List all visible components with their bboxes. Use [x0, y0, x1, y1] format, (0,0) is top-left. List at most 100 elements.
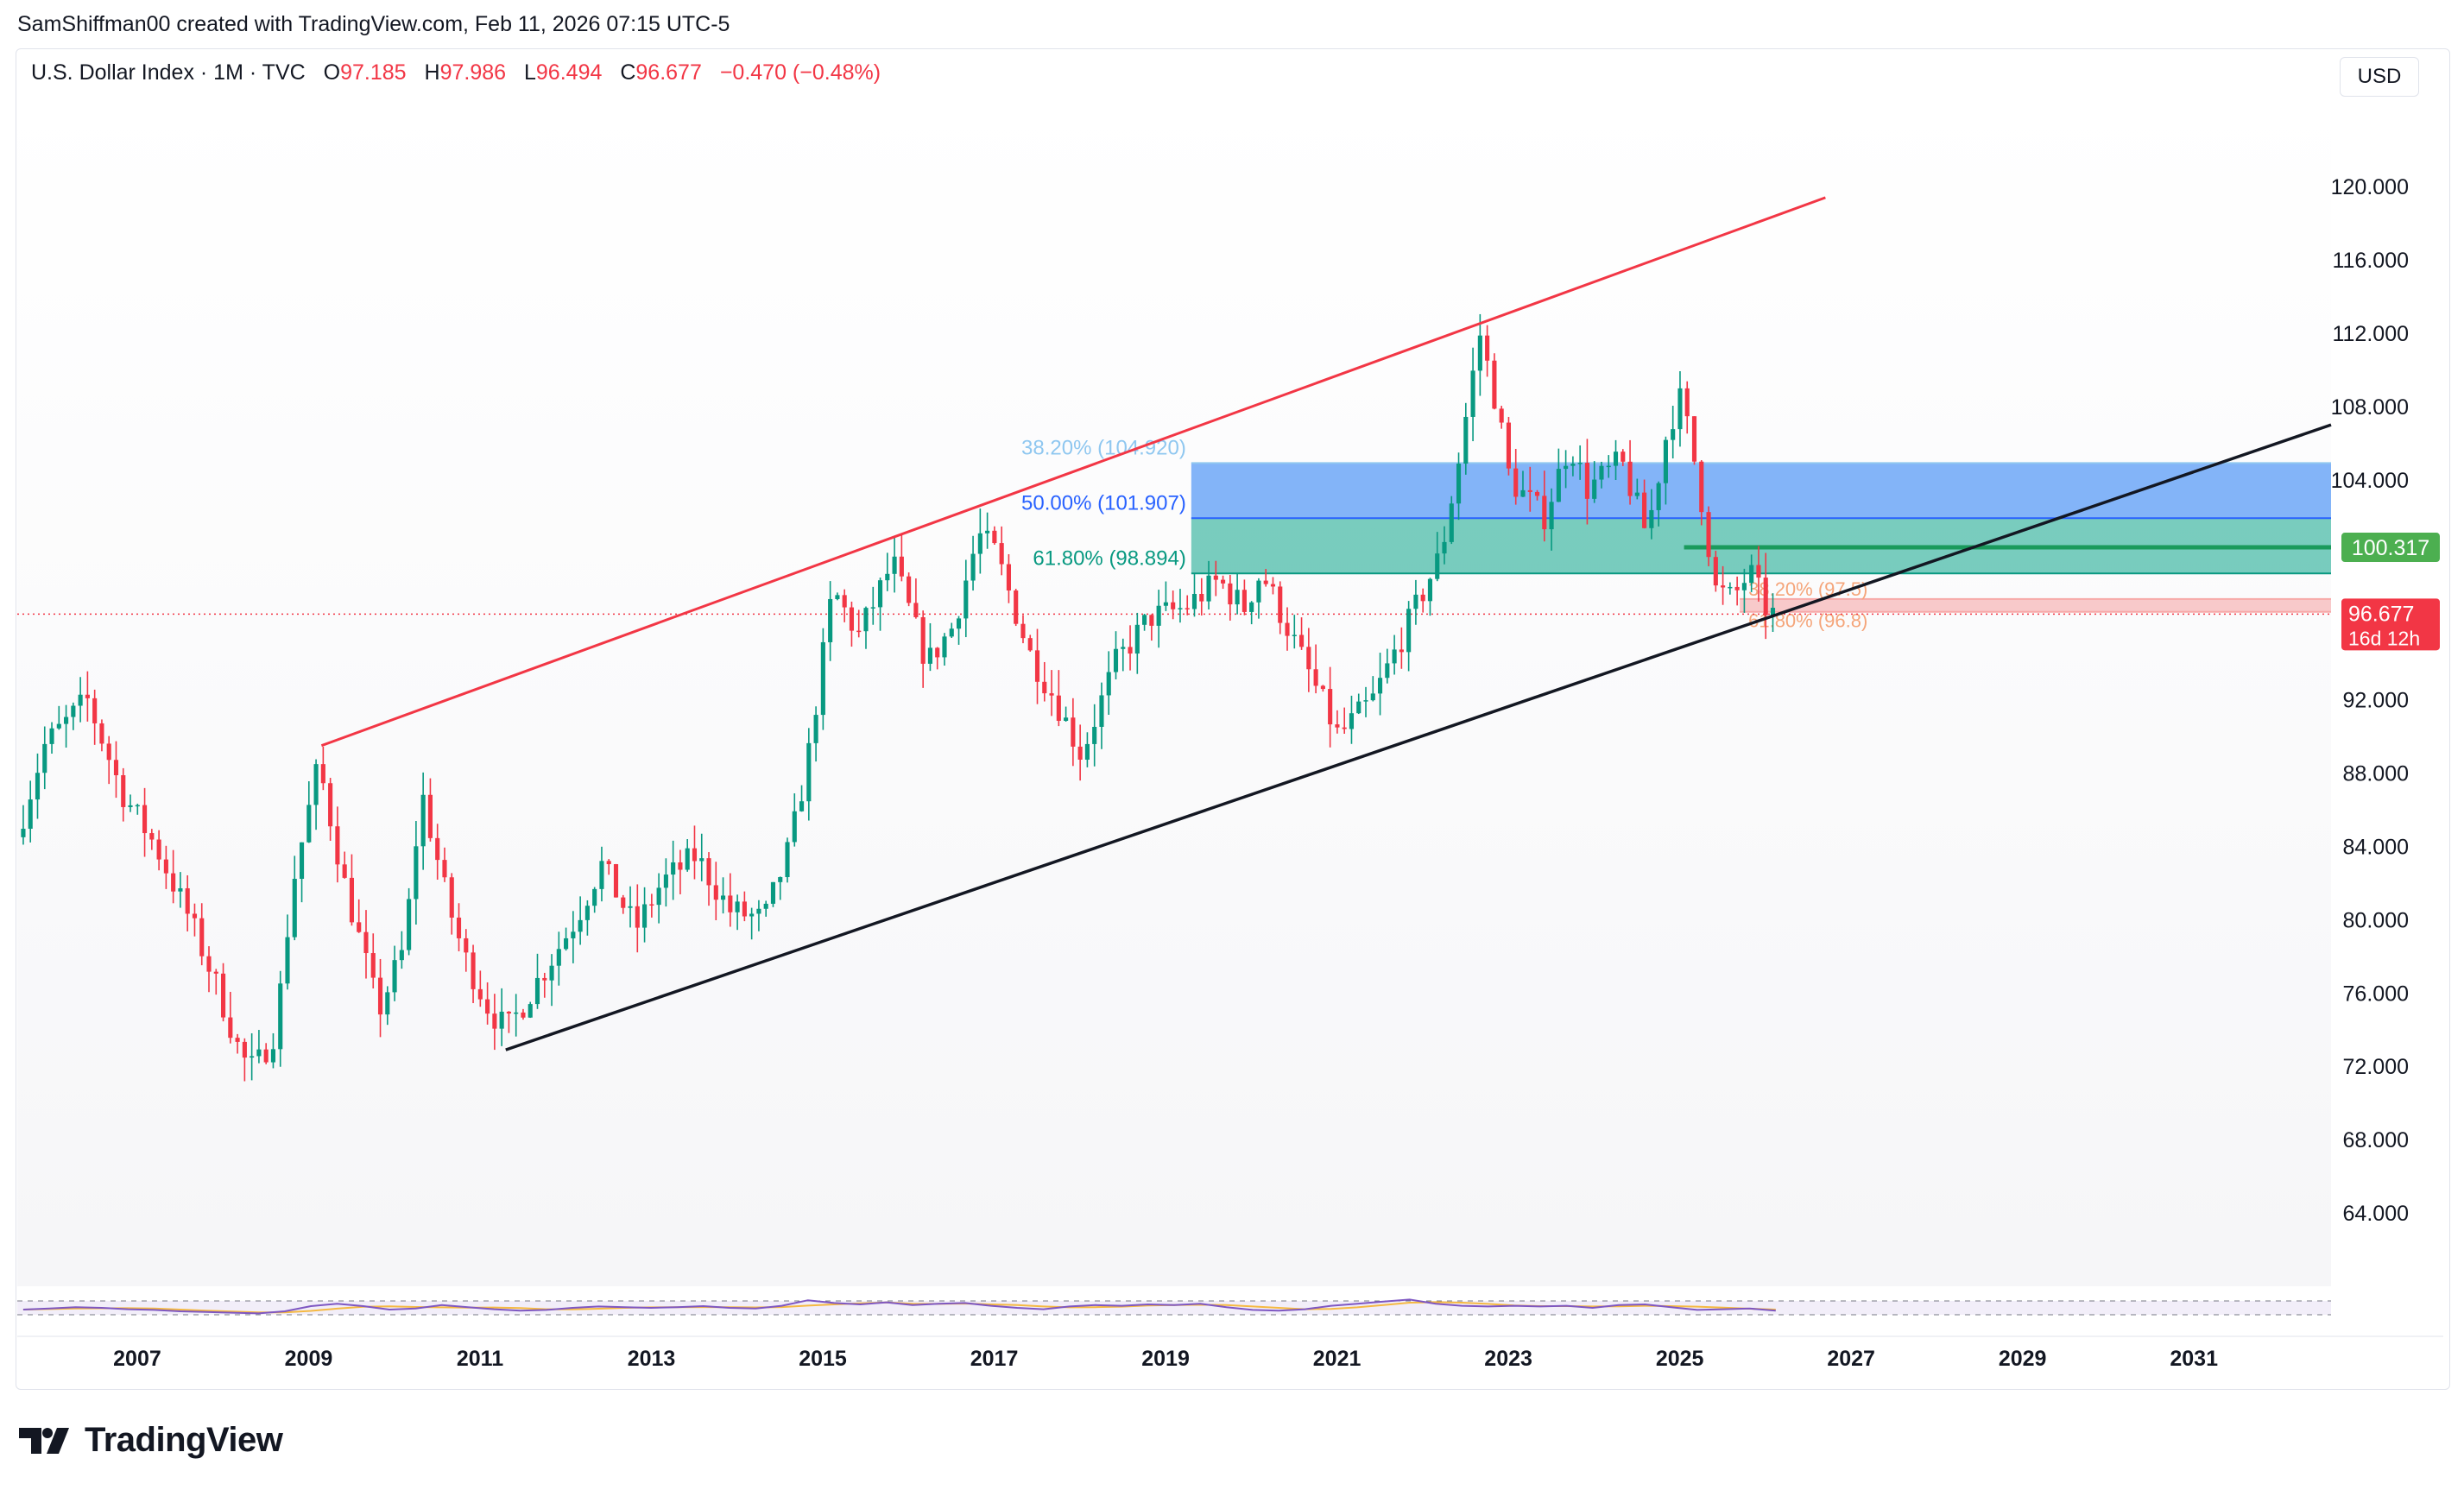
- candle-body: [835, 595, 840, 599]
- fib-level-label: 61.80% (98.894): [1033, 546, 1185, 570]
- candle-body: [456, 917, 462, 938]
- x-tick-label: 2009: [285, 1347, 333, 1371]
- candle-body: [342, 864, 347, 878]
- candle-body: [1163, 602, 1168, 606]
- y-tick-label: 88.000: [2343, 762, 2409, 786]
- candle-body: [42, 743, 47, 773]
- candle-body: [899, 556, 904, 577]
- candle-body: [1020, 623, 1026, 639]
- candle-body: [1477, 335, 1482, 371]
- candle-body: [1542, 496, 1547, 530]
- candle-body: [856, 630, 862, 633]
- candle-body: [1499, 408, 1504, 423]
- candle-body: [427, 794, 433, 838]
- open-value: 97.185: [340, 60, 407, 85]
- low-label: L: [524, 60, 536, 85]
- low-value: 96.494: [535, 60, 603, 85]
- candle-body: [999, 543, 1004, 565]
- brand-footer[interactable]: TradingView: [19, 1421, 283, 1460]
- candle-body: [1592, 479, 1597, 499]
- candle-body: [678, 862, 683, 870]
- candle-body: [1728, 586, 1733, 589]
- candle-body: [1577, 463, 1583, 464]
- candle-body: [1706, 512, 1711, 558]
- candle-body: [106, 743, 111, 761]
- candle-body: [206, 956, 212, 972]
- candle-body: [1527, 489, 1532, 492]
- candle-body: [1556, 469, 1561, 502]
- fib-zone-upper: [1191, 463, 2331, 519]
- candle-body: [420, 794, 426, 847]
- candle-body: [1413, 594, 1418, 609]
- brand-name: TradingView: [85, 1421, 283, 1459]
- candle-body: [1663, 439, 1668, 483]
- fib-level-label: 50.00% (101.907): [1021, 491, 1186, 515]
- y-tick-label: 64.000: [2343, 1202, 2409, 1226]
- candle-body: [1621, 451, 1626, 462]
- candle-body: [1763, 578, 1768, 616]
- candle-body: [242, 1041, 247, 1058]
- candle-body: [377, 977, 383, 1015]
- candle-body: [1549, 502, 1554, 530]
- candle-body: [1077, 746, 1083, 760]
- candle-body: [692, 848, 698, 862]
- candle-body: [442, 860, 447, 878]
- candle-body: [792, 811, 797, 843]
- candle-body: [185, 887, 190, 914]
- candle-body: [1420, 594, 1425, 602]
- candle-body: [863, 608, 869, 632]
- candle-body: [1570, 464, 1576, 466]
- candle-body: [963, 580, 969, 619]
- candle-body: [699, 858, 704, 862]
- candle-body: [1128, 647, 1133, 654]
- candle-body: [642, 904, 648, 928]
- candle-body: [1199, 594, 1204, 602]
- x-tick-label: 2023: [1484, 1347, 1532, 1371]
- candle-body: [621, 897, 626, 908]
- candle-body: [1185, 608, 1190, 609]
- candle-body: [813, 715, 818, 743]
- candle-body: [163, 859, 168, 874]
- tradingview-logo-icon: [19, 1427, 69, 1454]
- x-tick-label: 2025: [1656, 1347, 1704, 1371]
- x-tick-label: 2027: [1827, 1347, 1875, 1371]
- candle-body: [1228, 583, 1233, 605]
- x-tick-label: 2011: [457, 1347, 503, 1371]
- x-tick-label: 2029: [1999, 1347, 2047, 1371]
- candle-body: [663, 874, 668, 888]
- y-tick-label: 72.000: [2343, 1055, 2409, 1079]
- candle-body: [1099, 695, 1104, 727]
- candle-body: [1370, 693, 1375, 701]
- currency-button[interactable]: USD: [2340, 57, 2419, 97]
- candle-body: [806, 742, 812, 802]
- candle-body: [435, 837, 440, 861]
- candle-body: [1142, 615, 1147, 625]
- candle-body: [1299, 635, 1305, 647]
- candle-body: [1456, 464, 1462, 504]
- candle-body: [477, 988, 483, 1000]
- candle-body: [1406, 609, 1412, 653]
- x-tick-label: 2007: [113, 1347, 161, 1371]
- candle-body: [85, 694, 90, 698]
- candle-body: [514, 1012, 519, 1014]
- open-label: O: [323, 60, 341, 85]
- candle-body: [1171, 602, 1176, 609]
- candle-body: [1642, 492, 1647, 528]
- candle-body: [1741, 583, 1747, 590]
- candle-body: [256, 1049, 262, 1057]
- candle-body: [1178, 608, 1183, 609]
- candle-body: [1092, 726, 1097, 744]
- candle-body: [328, 783, 333, 827]
- candle-body: [1564, 465, 1569, 470]
- candle-body: [606, 861, 611, 865]
- candle-body: [392, 960, 397, 993]
- candle-body: [1613, 451, 1619, 466]
- candle-body: [1427, 578, 1433, 602]
- candle-body: [506, 1011, 511, 1013]
- candle-body: [1377, 678, 1383, 694]
- candle-body: [1106, 672, 1111, 696]
- candle-body: [1320, 685, 1325, 690]
- candle-body: [521, 1012, 526, 1018]
- candle-body: [1513, 468, 1519, 497]
